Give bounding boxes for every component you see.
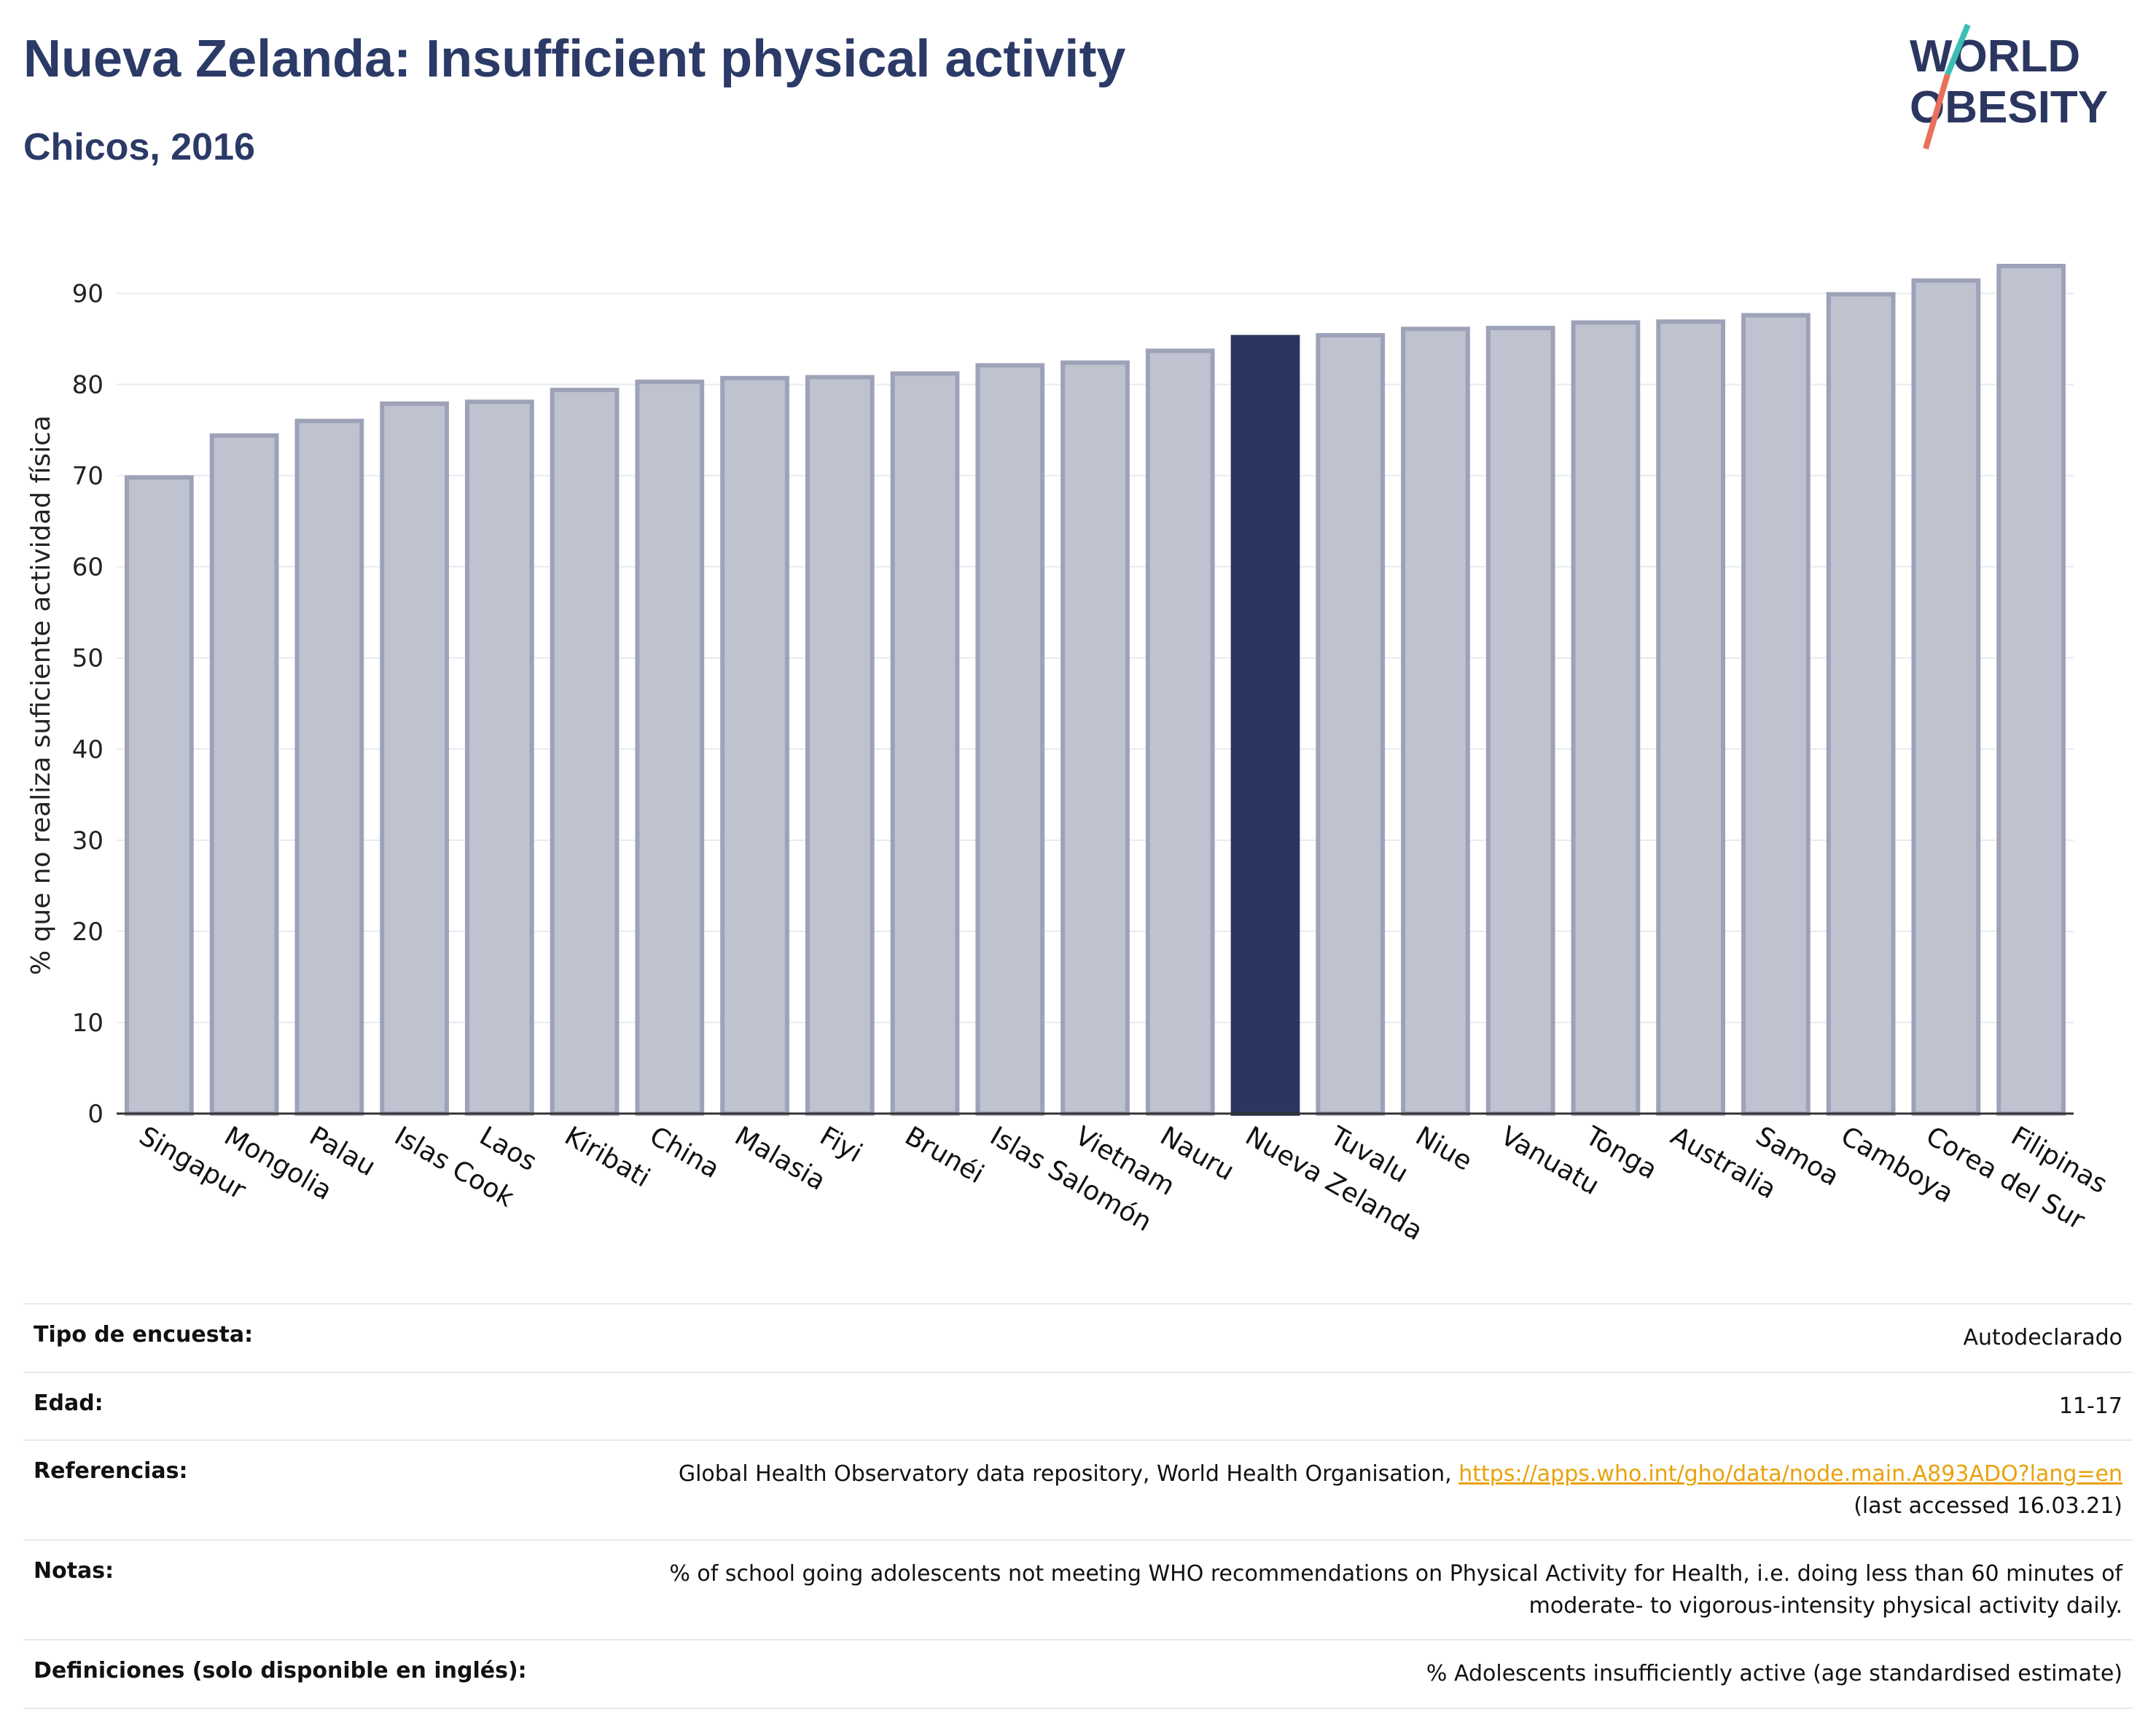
metadata-table: Tipo de encuesta: Autodeclarado Edad: 11-17… [23,1303,2133,1709]
bar [890,371,960,1116]
logo-line1: WORLD [1910,31,2080,82]
bar-chart: 0 10 20 30 40 50 60 70 80 90 SingapurMongoliaPala… [26,264,2112,1247]
bar [209,433,279,1116]
reference-link[interactable]: https://apps.who.int/gho/data/node.main.… [1458,1461,2122,1487]
y-tick-label: 10 [72,1009,103,1038]
bar [1996,264,2066,1116]
bar [805,375,875,1116]
bar [720,375,789,1116]
meta-label: Referencias: [34,1458,188,1484]
meta-value: % Adolescents insufficiently active (age… [1426,1658,2122,1690]
meta-row: Tipo de encuesta: Autodeclarado [23,1303,2133,1372]
meta-value-text-continued: moderate- to vigorous-intensity physical… [1528,1592,2122,1619]
bar [1061,360,1130,1116]
meta-value: Autodeclarado [1964,1322,2122,1354]
meta-value-text: Autodeclarado [1963,1325,2122,1350]
bar [464,399,534,1116]
meta-value-text-continued: (last accessed 16.03.21) [1854,1493,2122,1519]
meta-value-text: 11-17 [2058,1393,2122,1419]
y-tick-label: 20 [72,918,103,947]
meta-value: % of school going adolescents not meetin… [669,1558,2122,1622]
bar [294,418,364,1116]
bar [975,363,1045,1116]
bar [1145,348,1215,1116]
meta-label: Notas: [34,1558,114,1584]
y-axis-ticks: 0 10 20 30 40 50 60 70 80 90 [72,280,103,1129]
meta-row: Notas: % of school going adolescents not … [23,1539,2133,1639]
meta-value: Global Health Observatory data repositor… [679,1458,2122,1522]
bar [1401,326,1470,1116]
page-title: Nueva Zelanda: Insufficient physical act… [23,30,1126,88]
bar-highlight [1230,335,1300,1116]
bar [635,379,705,1116]
bar [550,388,620,1116]
y-tick-label: 80 [72,371,103,400]
x-tick-label: Niue [1410,1121,1477,1176]
y-tick-label: 70 [72,462,103,491]
x-tick-label: Brunéi [900,1121,989,1189]
y-tick-label: 50 [72,644,103,673]
meta-row: Referencias: Global Health Observatory da… [23,1439,2133,1539]
meta-value: 11-17 [2059,1391,2122,1423]
world-obesity-logo: WORLD OBESITY [1910,23,2108,150]
meta-value-text: Global Health Observatory data repositor… [678,1461,1452,1487]
logo-slash-teal [1945,23,1971,76]
x-tick-label: Fiyi [815,1121,867,1168]
meta-value-text: % Adolescents insufficiently active (age… [1426,1661,2122,1686]
bar [125,475,194,1116]
page-subtitle: Chicos, 2016 [23,126,255,168]
y-tick-label: 30 [72,826,103,856]
bar [1826,292,1896,1116]
bars [125,264,2066,1116]
meta-label: Edad: [34,1390,103,1416]
meta-value-text: % of school going adolescents not meetin… [669,1561,2122,1587]
bar [1316,333,1386,1116]
x-tick-label: Malasia [730,1121,830,1197]
y-tick-label: 0 [87,1100,103,1129]
bar [380,401,449,1116]
meta-row: Definiciones (solo disponible en inglés)… [23,1639,2133,1709]
x-tick-label: Kiribati [560,1121,655,1193]
meta-label: Tipo de encuesta: [34,1322,254,1348]
bar [1571,320,1641,1116]
bar [1656,319,1726,1116]
bar [1911,278,1981,1116]
logo-slash-red [1923,73,1950,150]
y-tick-label: 90 [72,280,103,309]
x-tick-label: China [644,1121,724,1184]
bar [1741,313,1811,1116]
meta-row: Edad: 11-17 [23,1371,2133,1440]
meta-label: Definiciones (solo disponible en inglés)… [34,1658,527,1683]
y-tick-label: 40 [72,735,103,764]
y-axis-label: % que no realiza suficiente actividad fí… [26,415,56,975]
y-tick-label: 60 [72,553,103,582]
bar [1485,326,1555,1116]
